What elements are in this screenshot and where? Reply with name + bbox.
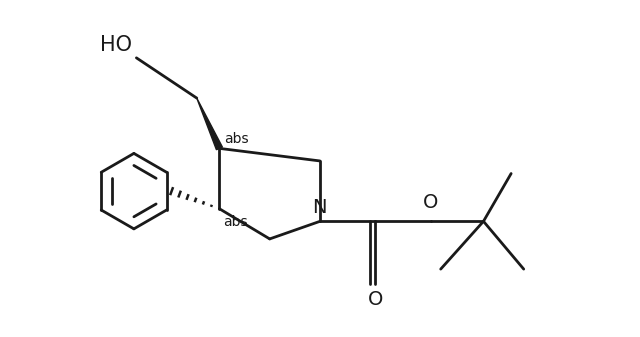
Text: abs: abs: [223, 215, 248, 229]
Text: HO: HO: [100, 35, 132, 55]
Text: N: N: [312, 198, 326, 217]
Text: abs: abs: [225, 132, 249, 146]
Polygon shape: [196, 98, 222, 150]
Text: O: O: [423, 193, 438, 212]
Text: O: O: [367, 290, 383, 309]
